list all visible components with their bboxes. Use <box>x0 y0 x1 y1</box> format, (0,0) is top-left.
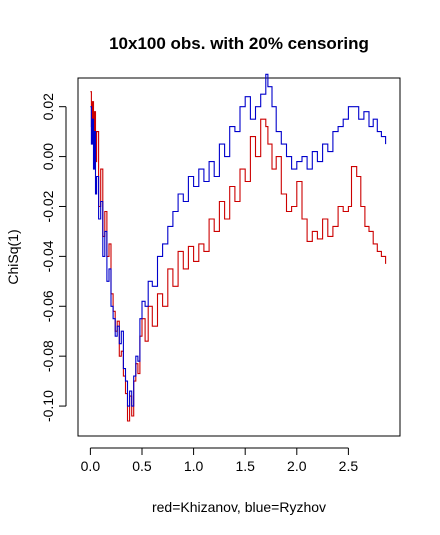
series-layer <box>90 73 387 422</box>
x-tick-label: 2.5 <box>339 458 359 474</box>
plot-frame <box>77 77 401 437</box>
y-tick-label: -0.06 <box>40 290 56 322</box>
x-tick-label: 0.0 <box>81 458 101 474</box>
x-tick-label: 0.5 <box>132 458 152 474</box>
y-tick-label: -0.10 <box>40 390 56 422</box>
series-line-1 <box>90 73 387 407</box>
y-axis-label: ChiSq(1) <box>5 229 21 284</box>
x-tick-label: 1.5 <box>235 458 255 474</box>
x-tick-label: 2.0 <box>287 458 307 474</box>
y-tick-label: -0.02 <box>40 190 56 222</box>
y-tick-label: 0.00 <box>40 143 56 170</box>
chart-title: 10x100 obs. with 20% censoring <box>109 34 369 53</box>
y-tick-label: -0.08 <box>40 340 56 372</box>
x-tick-label: 1.0 <box>184 458 204 474</box>
y-axis: -0.10 -0.08 -0.06 -0.04 -0.02 0.00 0.02 <box>40 93 67 422</box>
x-axis: 0.0 0.5 1.0 1.5 2.0 2.5 <box>81 447 359 474</box>
x-axis-label: red=Khizanov, blue=Ryzhov <box>152 499 326 515</box>
y-tick-label: 0.02 <box>40 93 56 120</box>
series-line-0 <box>90 91 387 422</box>
y-tick-label: -0.04 <box>40 240 56 272</box>
